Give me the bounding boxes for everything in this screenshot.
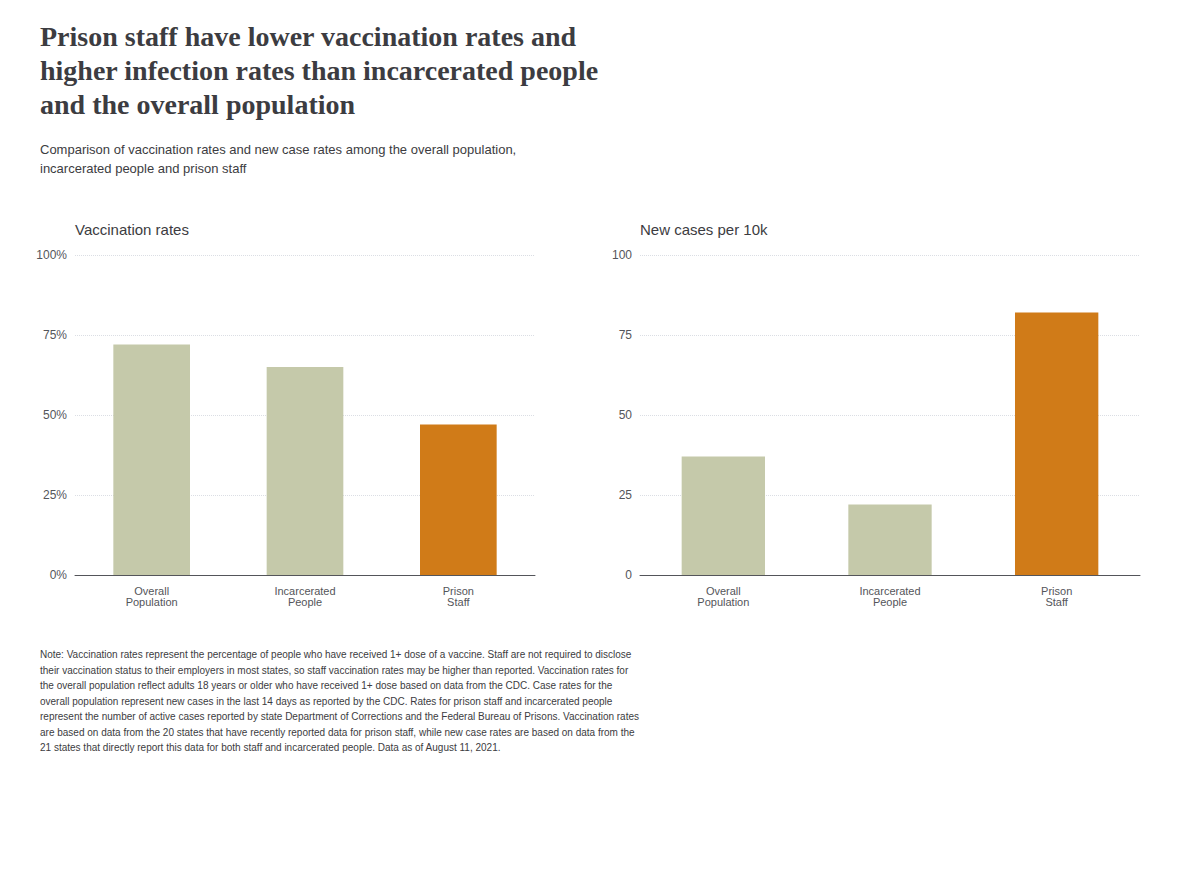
svg-text:21 states that directly report: 21 states that directly report this data…	[40, 742, 500, 753]
svg-text:People: People	[288, 596, 322, 608]
svg-text:100%: 100%	[36, 248, 67, 262]
svg-text:incarcerated people and prison: incarcerated people and prison staff	[40, 161, 247, 176]
svg-text:Population: Population	[126, 596, 178, 608]
svg-text:Prison: Prison	[1041, 584, 1073, 597]
svg-text:represent the number of active: represent the number of active cases rep…	[40, 711, 639, 722]
svg-text:25%: 25%	[43, 488, 67, 502]
svg-text:overall population represent n: overall population represent new cases i…	[40, 696, 613, 707]
svg-text:New cases per 10k: New cases per 10k	[640, 221, 768, 238]
svg-text:Prison staff have lower vaccin: Prison staff have lower vaccination rate…	[40, 21, 577, 52]
svg-text:100: 100	[612, 248, 632, 262]
svg-text:Vaccination rates: Vaccination rates	[75, 221, 189, 238]
svg-text:50%: 50%	[43, 408, 67, 422]
svg-text:Staff: Staff	[447, 596, 470, 608]
svg-text:People: People	[873, 596, 907, 608]
svg-text:Comparison of vaccination rate: Comparison of vaccination rates and new …	[40, 142, 516, 157]
svg-text:25: 25	[619, 488, 633, 502]
svg-text:Prison: Prison	[442, 584, 474, 597]
svg-text:and the overall population: and the overall population	[40, 89, 355, 120]
svg-text:Population: Population	[697, 596, 749, 608]
svg-text:Note: Vaccination rates repres: Note: Vaccination rates represent the pe…	[40, 649, 632, 660]
svg-text:0%: 0%	[50, 568, 68, 582]
svg-text:0: 0	[625, 568, 632, 582]
svg-text:their vaccination status to th: their vaccination status to their employ…	[40, 665, 629, 676]
svg-text:Overall: Overall	[134, 584, 170, 597]
svg-text:Staff: Staff	[1045, 596, 1068, 608]
svg-text:75: 75	[619, 328, 633, 342]
svg-text:the overall population reflect: the overall population reflect adults 18…	[40, 680, 613, 691]
svg-text:higher infection rates than in: higher infection rates than incarcerated…	[40, 55, 598, 86]
svg-text:Overall: Overall	[705, 584, 741, 597]
svg-text:75%: 75%	[43, 328, 67, 342]
svg-text:Incarcerated: Incarcerated	[274, 584, 336, 597]
svg-text:Incarcerated: Incarcerated	[859, 584, 921, 597]
svg-text:50: 50	[619, 408, 633, 422]
svg-text:are based on data from the 20: are based on data from the 20 states tha…	[40, 727, 635, 738]
